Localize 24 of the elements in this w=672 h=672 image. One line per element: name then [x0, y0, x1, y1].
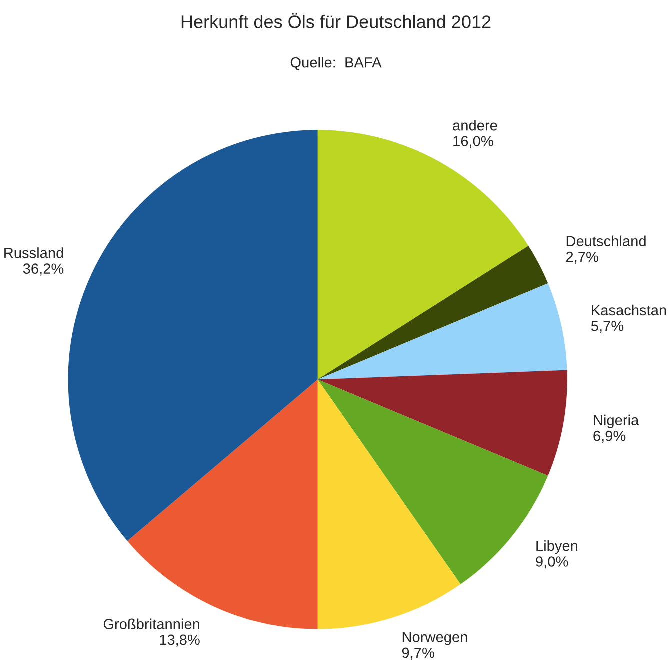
chart-subtitle: Quelle: BAFA	[290, 57, 382, 70]
chart-title: Herkunft des Öls für Deutschland 2012	[182, 13, 491, 28]
pie-slice	[318, 283, 568, 380]
slice-label: Großbritannien	[104, 618, 200, 630]
pie-slice	[318, 370, 568, 476]
pie-slice	[318, 246, 548, 380]
data-label: 16,0%	[454, 136, 494, 148]
data-label: 2,7%	[566, 252, 598, 264]
pie-slice	[318, 380, 461, 630]
slice-label: Russland	[4, 248, 64, 258]
data-label: 9,0%	[536, 556, 568, 569]
data-label: 5,7%	[591, 321, 624, 334]
slice-label: Kasachstan	[592, 304, 666, 316]
slice-label: Nigeria	[594, 414, 640, 428]
pie-slice	[68, 130, 318, 542]
data-label: 13,8%	[160, 634, 200, 647]
slice-label: Libyen	[536, 540, 578, 554]
data-label: 6,9%	[594, 430, 626, 443]
pie-slice	[318, 130, 529, 380]
data-label: 36,2%	[23, 264, 64, 276]
slice-label: andere	[453, 120, 498, 131]
slice-label: Norwegen	[402, 632, 468, 646]
slice-label: Deutschland	[566, 236, 646, 246]
data-label: 9,7%	[402, 648, 434, 660]
